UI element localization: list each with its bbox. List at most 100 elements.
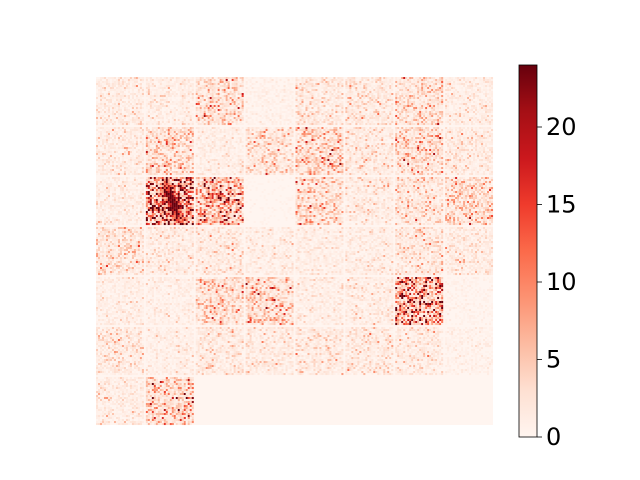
heatmap-cell [239, 85, 242, 88]
heatmap-cell [141, 163, 144, 166]
heatmap-cell [431, 123, 434, 126]
heatmap-cell [147, 137, 150, 140]
heatmap-cell [125, 135, 128, 138]
heatmap-cell [96, 103, 99, 106]
heatmap-cell [427, 93, 430, 96]
heatmap-cell [131, 87, 134, 90]
heatmap-cell [115, 105, 118, 108]
heatmap-cell [309, 93, 312, 96]
heatmap-cell [211, 113, 214, 116]
heatmap-cell [183, 117, 186, 120]
heatmap-cell [329, 95, 332, 98]
heatmap-cell [131, 121, 134, 124]
heatmap-cell [127, 85, 130, 88]
heatmap-cell [173, 81, 176, 84]
heatmap-cell [405, 77, 408, 80]
heatmap-cell [407, 87, 410, 90]
heatmap-cell [287, 105, 290, 108]
heatmap-cell [413, 111, 416, 114]
heatmap-cell [229, 135, 232, 138]
heatmap-cell [481, 119, 484, 122]
heatmap-cell [99, 163, 103, 166]
heatmap-cell [103, 153, 107, 156]
heatmap-cell [383, 115, 386, 118]
heatmap-cell [289, 99, 292, 102]
heatmap-cell [301, 113, 304, 116]
heatmap-cell [377, 95, 380, 98]
heatmap-cell [477, 87, 480, 90]
heatmap-cell [245, 119, 248, 122]
heatmap-cell [113, 121, 116, 124]
heatmap-cell [307, 93, 310, 96]
heatmap-cell [96, 127, 99, 130]
heatmap-cell [99, 85, 103, 88]
heatmap-cell [217, 163, 220, 166]
heatmap-cell [209, 99, 212, 102]
heatmap-cell [321, 97, 324, 100]
heatmap-cell [179, 121, 182, 124]
heatmap-cell [103, 87, 107, 90]
heatmap-cell [117, 131, 120, 134]
heatmap-cell [135, 143, 138, 146]
heatmap-cell [313, 123, 316, 126]
heatmap-cell [439, 81, 442, 84]
heatmap-cell [371, 99, 374, 102]
heatmap-cell [263, 101, 266, 104]
heatmap-cell [195, 93, 198, 96]
heatmap-cell [195, 119, 198, 122]
heatmap-cell [155, 101, 158, 104]
heatmap-cell [113, 157, 116, 160]
heatmap-cell [271, 89, 274, 92]
heatmap-cell [96, 153, 99, 156]
heatmap-cell [453, 101, 456, 104]
heatmap-cell [267, 113, 270, 116]
heatmap-cell [255, 117, 258, 120]
heatmap-cell [377, 121, 380, 124]
heatmap-cell [333, 107, 336, 110]
heatmap-cell [155, 91, 158, 94]
heatmap-cell [445, 95, 448, 98]
heatmap-cell [353, 79, 356, 82]
heatmap-cell [223, 87, 226, 90]
heatmap-cell [365, 91, 368, 94]
heatmap-cell [165, 161, 168, 164]
heatmap-cell [161, 163, 164, 166]
heatmap-cell [159, 167, 162, 170]
heatmap-cell [381, 117, 384, 120]
heatmap-cell [187, 117, 190, 120]
heatmap-cell [199, 101, 202, 104]
heatmap-cell [215, 131, 218, 134]
heatmap-cell [423, 109, 426, 112]
heatmap-cell [451, 113, 454, 116]
heatmap-cell [161, 79, 164, 82]
heatmap-cell [115, 99, 118, 102]
heatmap-cell [419, 117, 422, 120]
heatmap-cell [185, 173, 188, 176]
heatmap-cell [415, 93, 418, 96]
heatmap-cell [96, 81, 99, 84]
heatmap-cell [487, 83, 490, 86]
heatmap-cell [285, 91, 288, 94]
heatmap-cell [147, 135, 150, 138]
heatmap-cell [199, 127, 202, 130]
heatmap-cell [127, 105, 130, 108]
heatmap-cell [403, 77, 406, 80]
heatmap-cell [195, 81, 198, 84]
heatmap-cell [305, 101, 308, 104]
heatmap-cell [469, 91, 472, 94]
heatmap-cell [357, 93, 360, 96]
heatmap-cell [481, 103, 484, 106]
heatmap-cell [419, 123, 422, 126]
heatmap-cell [333, 97, 336, 100]
heatmap-cell [169, 161, 172, 164]
heatmap-cell [237, 107, 240, 110]
heatmap-cell [133, 105, 136, 108]
heatmap-cell [107, 129, 111, 132]
heatmap-cell [213, 101, 216, 104]
heatmap-cell [481, 85, 484, 88]
heatmap-cell [101, 137, 105, 140]
heatmap-cell [339, 85, 342, 88]
heatmap-cell [153, 133, 156, 136]
heatmap-cell [381, 87, 384, 90]
heatmap-cell [171, 111, 174, 114]
